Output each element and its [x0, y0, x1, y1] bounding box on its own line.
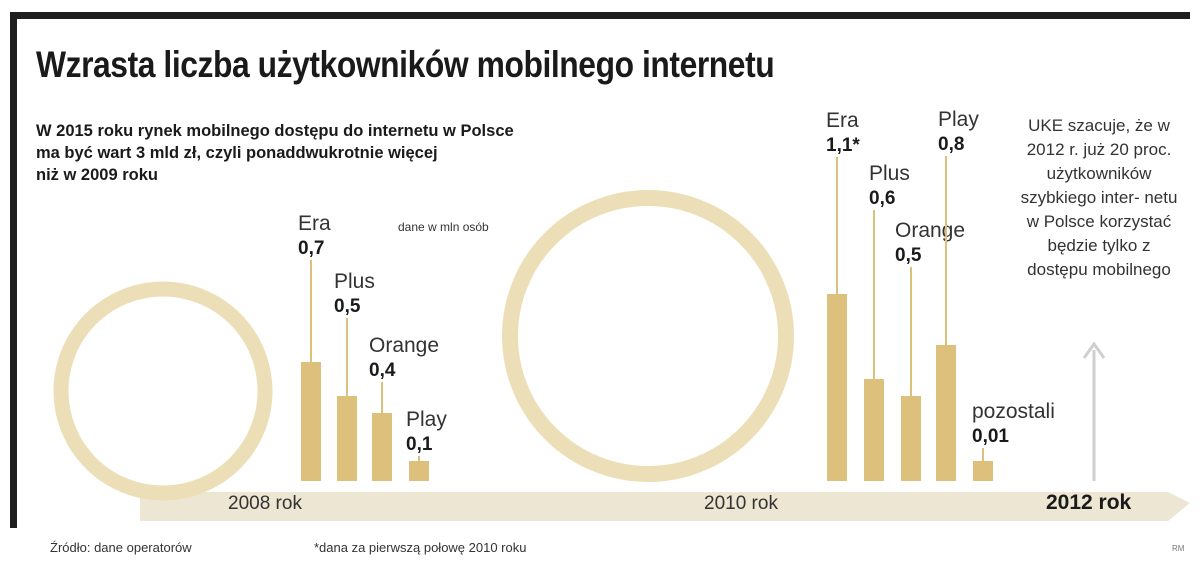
timeline-arrow [140, 492, 1190, 521]
bar-2010-pozostali [973, 461, 993, 481]
year-label-2010: 2010 rok [704, 493, 778, 514]
bar-category-label: Plus [869, 162, 910, 185]
circle-2010 [502, 190, 794, 482]
uke-note: UKE szacuje, że w 2012 r. już 20 proc. u… [1020, 116, 1178, 279]
chart-title: Wzrasta liczba użytkowników mobilnego in… [36, 44, 775, 85]
frame-top-rule [10, 12, 1190, 19]
bar-category-label: Plus [334, 270, 375, 293]
bar-value-label: 0,6 [869, 188, 895, 209]
bar-value-label: 1,1* [826, 135, 860, 156]
subtitle-line-2: ma być wart 3 mld zł, czyli ponaddwukrot… [36, 144, 438, 162]
users-2010-value: 3 mln [587, 318, 709, 363]
users-2010-prefix: około [589, 306, 621, 321]
bar-value-label: 0,1 [406, 434, 433, 455]
bar-category-label: pozostali [972, 400, 1055, 423]
bar-value-label: 0,8 [938, 134, 964, 155]
source-note: Źródło: dane operatorów [50, 540, 192, 555]
up-arrow-head [1082, 341, 1106, 359]
bar-2008-plus [337, 396, 357, 481]
frame-left-rule [10, 12, 17, 528]
subtitle-line-1: W 2015 roku rynek mobilnego dostępu do i… [36, 122, 514, 140]
bar-2008-era [301, 362, 321, 481]
users-2008-unit: użytkowników [98, 410, 226, 429]
bar-category-label: Orange [895, 219, 965, 242]
bar-2010-era [827, 294, 847, 481]
subtitle-line-3: niż w 2009 roku [36, 166, 158, 184]
year-label-2012: 2012 rok [1046, 491, 1132, 514]
bar-value-label: 0,01 [972, 426, 1009, 447]
bar-value-label: 0,5 [895, 245, 922, 266]
author-signature: RM [1172, 544, 1185, 553]
bar-category-label: Era [826, 109, 859, 132]
bar-value-label: 0,5 [334, 296, 361, 317]
bar-2010-play [936, 345, 956, 481]
bar-value-label: 0,4 [369, 360, 396, 381]
bar-2008-play [409, 461, 429, 481]
bar-2010-plus [864, 379, 884, 481]
bar-category-label: Play [406, 408, 447, 431]
bar-2010-orange [901, 396, 921, 481]
bar-category-label: Orange [369, 334, 439, 357]
users-2010-unit: użytkowników [580, 362, 716, 382]
units-note: dane w mln osób [398, 220, 489, 234]
bar-category-label: Play [938, 108, 979, 131]
bar-category-label: Era [298, 212, 331, 235]
users-2008-value: 1,7 mln [87, 366, 237, 407]
bar-value-label: 0,7 [298, 238, 324, 259]
bar-2008-orange [372, 413, 392, 481]
footnote: *dana za pierwszą połowę 2010 roku [314, 540, 527, 555]
circle-2008 [53, 281, 273, 501]
year-label-2008: 2008 rok [228, 493, 302, 514]
